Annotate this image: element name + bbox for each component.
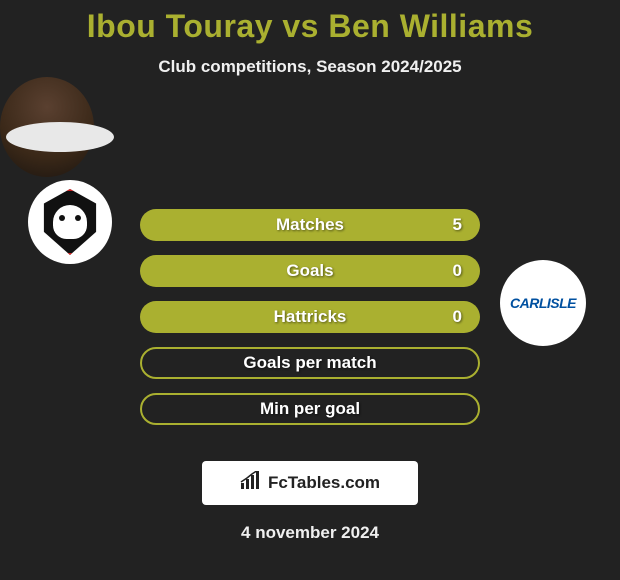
- stat-label: Min per goal: [260, 399, 360, 419]
- stat-label: Goals per match: [243, 353, 376, 373]
- page-title: Ibou Touray vs Ben Williams: [0, 0, 620, 45]
- stat-bar: Goals 0: [140, 255, 480, 287]
- stat-bar: Goals per match: [140, 347, 480, 379]
- stat-row: Matches 5: [0, 209, 620, 241]
- stats-list: Matches 5 Goals 0 Hattricks 0 Goals per match M…: [0, 209, 620, 449]
- bar-chart-icon: [240, 471, 262, 496]
- stat-label: Goals: [286, 261, 333, 281]
- subtitle: Club competitions, Season 2024/2025: [0, 57, 620, 77]
- stat-row: Min per goal: [0, 393, 620, 425]
- stat-bar: Min per goal: [140, 393, 480, 425]
- stat-value: 0: [453, 307, 462, 327]
- stat-row: Goals per match: [0, 347, 620, 379]
- stat-value: 0: [453, 261, 462, 281]
- stat-label: Matches: [276, 215, 344, 235]
- stat-bar: Hattricks 0: [140, 301, 480, 333]
- stat-label: Hattricks: [274, 307, 347, 327]
- watermark-text: FcTables.com: [268, 473, 380, 493]
- stat-row: Hattricks 0: [0, 301, 620, 333]
- player-left-avatar: [6, 122, 114, 152]
- stat-bar: Matches 5: [140, 209, 480, 241]
- date-label: 4 november 2024: [0, 523, 620, 543]
- stat-row: Goals 0: [0, 255, 620, 287]
- stat-value: 5: [453, 215, 462, 235]
- watermark-panel: FcTables.com: [202, 461, 418, 505]
